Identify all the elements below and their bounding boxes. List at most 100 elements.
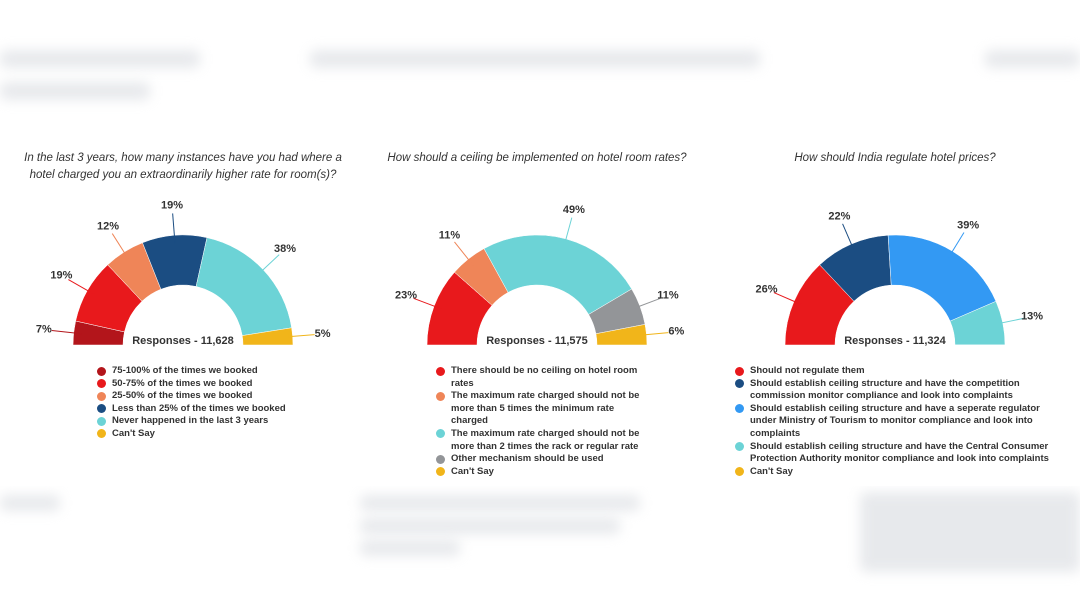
leader-line xyxy=(51,330,82,335)
value-label: 5% xyxy=(315,328,331,340)
legend-label: 50-75% of the times we booked xyxy=(112,377,253,389)
legend-swatch xyxy=(735,366,744,376)
blurred-background xyxy=(985,50,1080,68)
value-label: 49% xyxy=(563,204,585,216)
legend-swatch xyxy=(97,429,106,439)
legend-swatch xyxy=(436,429,445,439)
legend-swatch xyxy=(735,442,744,452)
value-label: 13% xyxy=(1021,311,1043,323)
legend-swatch xyxy=(436,366,445,376)
leader-line xyxy=(68,279,95,295)
legend-label: Can't Say xyxy=(750,465,793,477)
blurred-background xyxy=(860,492,1080,572)
chart-title: How should India regulate hotel prices? xyxy=(794,152,996,164)
value-label: 38% xyxy=(274,243,296,255)
blurred-background xyxy=(0,50,200,68)
legend-label: Should establish ceiling structure and h… xyxy=(750,402,1040,439)
blurred-background xyxy=(0,82,150,100)
legend-swatch xyxy=(436,454,445,464)
legend-label: The maximum rate charged should not be m… xyxy=(451,427,640,452)
leader-line xyxy=(773,292,802,305)
value-label: 26% xyxy=(755,283,777,295)
legend-swatch xyxy=(735,404,744,414)
value-label: 11% xyxy=(657,289,679,301)
center-label: Responses - 11,575 xyxy=(486,335,588,347)
leader-line xyxy=(454,241,474,266)
legend-item: Should establish ceiling structure and h… xyxy=(735,403,1065,441)
blurred-background xyxy=(360,518,620,534)
legend-swatch xyxy=(97,416,106,426)
legend-swatch xyxy=(97,379,106,389)
blurred-background xyxy=(0,495,60,511)
value-label: 19% xyxy=(161,199,183,211)
leader-line xyxy=(638,332,669,336)
legend-item: There should be no ceiling on hotel room… xyxy=(436,365,651,390)
value-label: 12% xyxy=(97,221,119,233)
legend-label: Should establish ceiling structure and h… xyxy=(750,440,1049,465)
blurred-background xyxy=(360,495,640,511)
legend-label: Never happened in the last 3 years xyxy=(112,415,269,427)
legend: 75-100% of the times we booked 50-75% of … xyxy=(97,365,317,441)
legend-item: Can't Say xyxy=(735,466,1065,479)
legend-swatch xyxy=(735,467,744,477)
wedge xyxy=(595,324,648,346)
legend-swatch xyxy=(436,391,445,401)
legend-label: Less than 25% of the times we booked xyxy=(112,402,286,414)
legend-item: Should establish ceiling structure and h… xyxy=(735,378,1065,403)
legend-swatch xyxy=(735,379,744,389)
leader-line xyxy=(994,317,1025,325)
legend-item: 50-75% of the times we booked xyxy=(97,378,317,391)
legend-label: Should establish ceiling structure and h… xyxy=(750,377,1020,402)
value-label: 6% xyxy=(668,326,684,338)
center-label: Responses - 11,628 xyxy=(132,335,234,347)
leader-line xyxy=(947,232,965,259)
legend-item: Should establish ceiling structure and h… xyxy=(735,441,1065,466)
center-label: Responses - 11,324 xyxy=(844,335,946,347)
legend-item: 25-50% of the times we booked xyxy=(97,390,317,403)
legend-item: Never happened in the last 3 years xyxy=(97,415,317,428)
leader-line xyxy=(413,297,442,310)
legend-item: Can't Say xyxy=(436,466,651,479)
value-label: 23% xyxy=(395,289,417,301)
legend-label: 25-50% of the times we booked xyxy=(112,390,253,402)
legend-item: The maximum rate charged should not be m… xyxy=(436,390,651,428)
legend-label: The maximum rate charged should not be m… xyxy=(451,390,640,427)
legend-label: There should be no ceiling on hotel room… xyxy=(451,365,638,389)
legend: There should be no ceiling on hotel room… xyxy=(436,365,651,478)
legend-swatch xyxy=(97,391,106,401)
leader-line xyxy=(172,213,176,244)
legend-swatch xyxy=(97,366,106,376)
chart-card xyxy=(0,118,1080,486)
value-label: 11% xyxy=(439,230,461,242)
legend-item: Less than 25% of the times we booked xyxy=(97,403,317,416)
legend-item: Other mechanism should be used xyxy=(436,453,651,466)
value-label: 39% xyxy=(957,220,979,232)
legend-label: Can't Say xyxy=(112,427,155,439)
leader-line xyxy=(111,233,129,260)
legend-item: 75-100% of the times we booked xyxy=(97,365,317,378)
legend-swatch xyxy=(97,404,106,414)
blurred-background xyxy=(310,50,760,68)
legend-label: Can't Say xyxy=(451,465,494,477)
wedge xyxy=(483,234,633,315)
legend-label: Other mechanism should be used xyxy=(451,453,604,465)
leader-line xyxy=(632,297,661,310)
legend-swatch xyxy=(436,467,445,477)
legend-item: Should not regulate them xyxy=(735,365,1065,378)
legend-item: The maximum rate charged should not be m… xyxy=(436,428,651,453)
leader-line xyxy=(257,254,280,276)
blurred-background xyxy=(360,540,460,556)
value-label: 22% xyxy=(828,210,850,222)
leader-line xyxy=(284,334,315,338)
legend-label: Should not regulate them xyxy=(750,365,865,376)
wedge xyxy=(241,327,294,346)
legend: Should not regulate them Should establish… xyxy=(735,365,1065,478)
chart-title: In the last 3 years, how many instances … xyxy=(24,152,342,181)
leader-line xyxy=(842,223,855,252)
chart-title: How should a ceiling be implemented on h… xyxy=(387,152,687,164)
value-label: 19% xyxy=(50,270,72,282)
legend-item: Can't Say xyxy=(97,428,317,441)
value-label: 7% xyxy=(36,324,52,336)
